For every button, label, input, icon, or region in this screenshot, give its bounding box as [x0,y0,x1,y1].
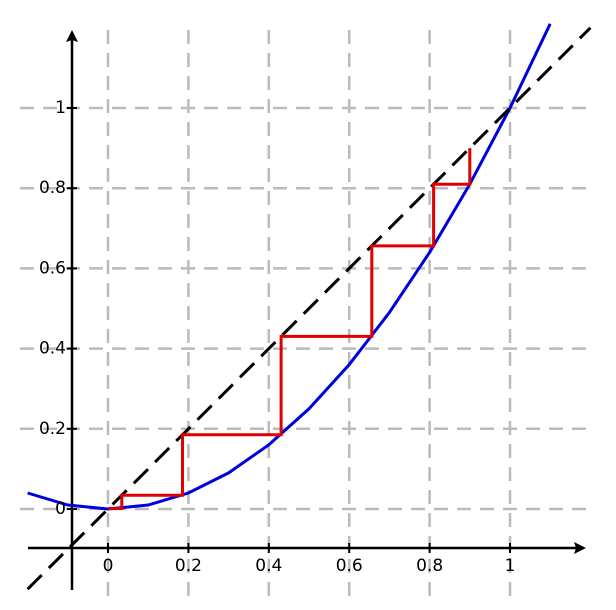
series-line [26,26,592,591]
series-line [108,148,472,510]
axes [28,30,586,590]
tick-labels: 0 0.2 0.4 0.6 0.8 1 0 0.2 0.4 0.6 0.8 1 [39,98,515,576]
x-tick-label: 0.8 [416,556,443,576]
series-line [27,23,552,511]
y-tick-label: 1 [55,98,66,118]
y-tick-label: 0.6 [39,258,66,278]
plot-area [26,23,592,591]
x-tick-label: 0.4 [255,556,282,576]
x-tick-label: 0.6 [336,556,363,576]
y-tick-label: 0.2 [39,419,66,439]
x-axis-arrow [574,542,586,554]
x-tick-label: 0.2 [175,556,202,576]
x-tick-label: 1 [505,556,516,576]
y-tick-label: 0.4 [39,339,66,359]
y-tick-label: 0.8 [39,178,66,198]
y-tick-label: 0 [55,499,66,519]
y-axis-arrow [66,30,78,42]
x-tick-label: 0 [103,556,114,576]
